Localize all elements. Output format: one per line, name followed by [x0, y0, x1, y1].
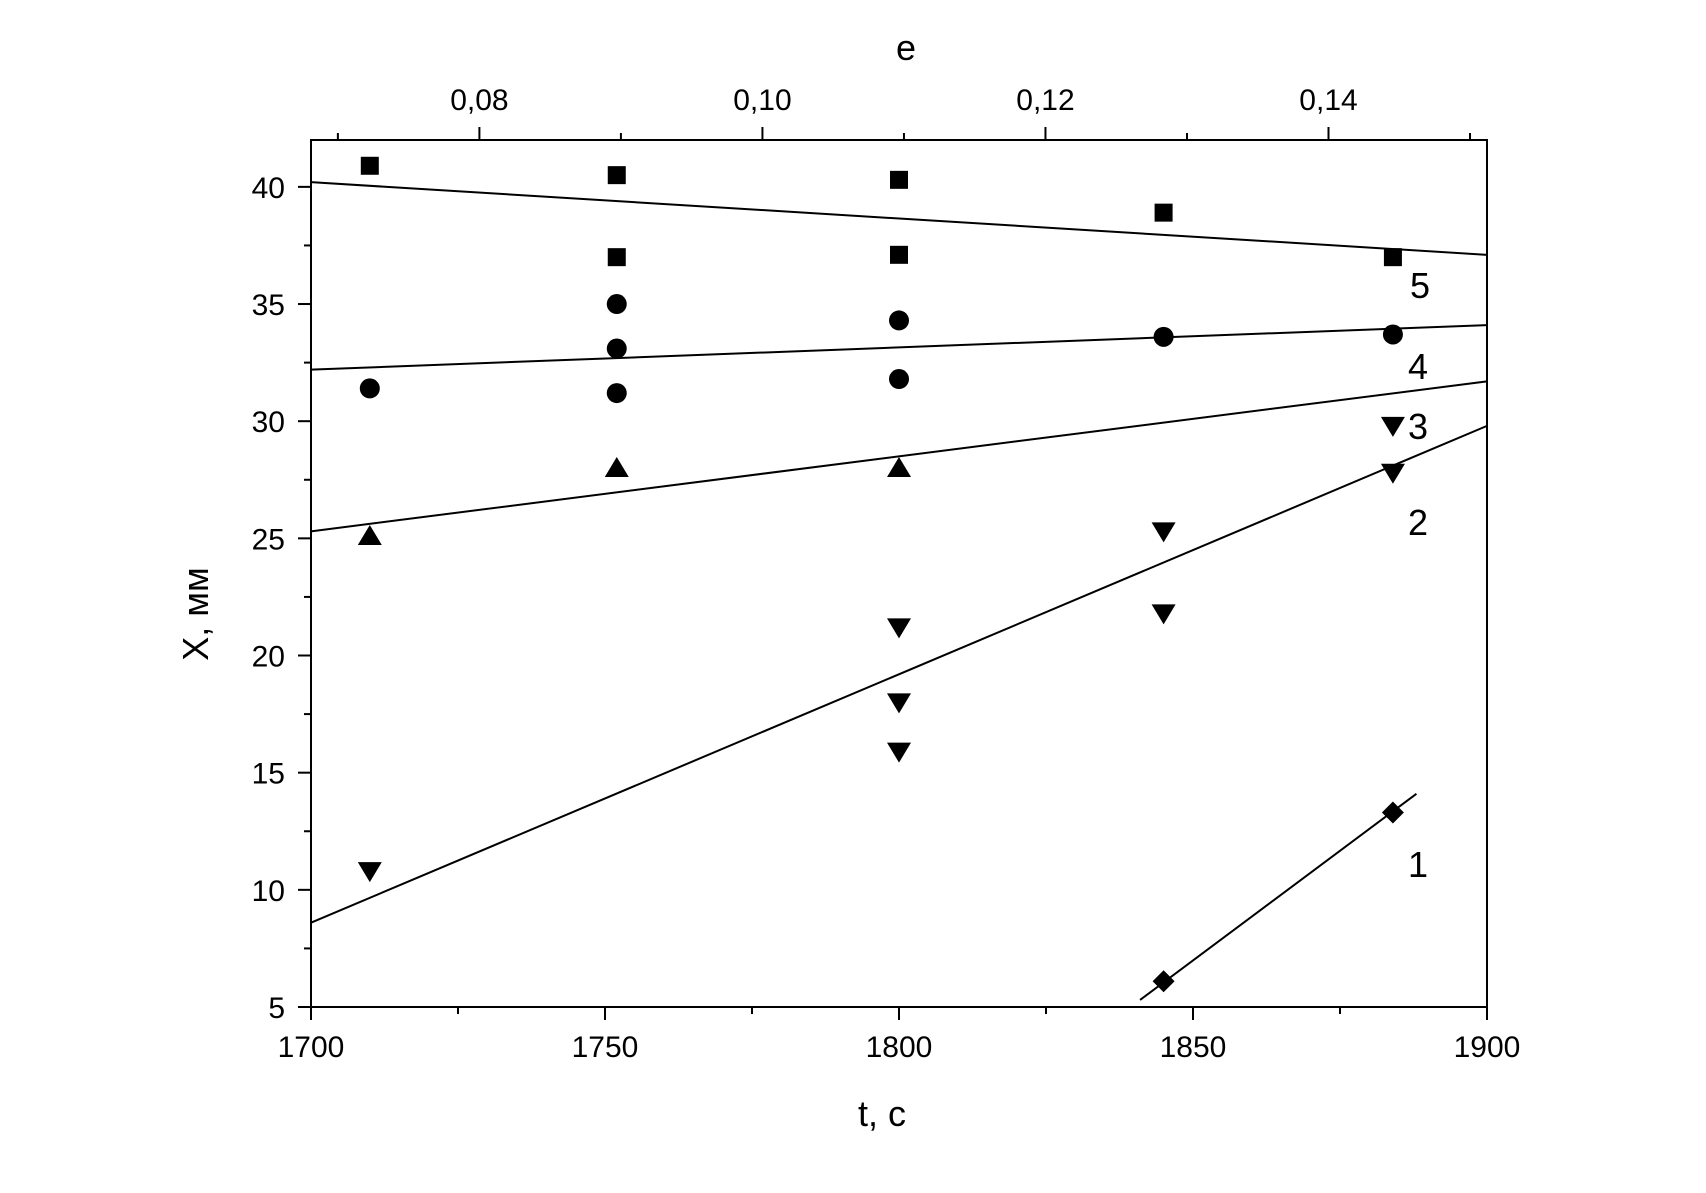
data-point-square — [360, 156, 379, 175]
data-point-triangle-up — [604, 457, 629, 478]
data-point-circle — [889, 310, 909, 331]
data-point-triangle-down — [887, 693, 911, 714]
data-point-triangle-down — [1380, 463, 1405, 484]
data-point-triangle-down — [357, 862, 382, 883]
data-point-diamond — [1381, 801, 1404, 824]
data-point-square — [1383, 248, 1402, 267]
data-point-triangle-down — [887, 742, 911, 763]
data-point-circle — [889, 369, 909, 390]
top-tick-label: 0,10 — [733, 84, 791, 117]
curve-labels: 5 4 3 2 1 — [1408, 265, 1430, 885]
curve-label-1: 1 — [1408, 844, 1428, 885]
data-point-circle — [1153, 326, 1174, 347]
data-point-triangle-up — [357, 525, 382, 546]
fit-line-4 — [310, 324, 1488, 371]
fit-line-1 — [1139, 792, 1418, 1001]
plot-border — [310, 139, 1488, 1008]
x-tick-label: 1700 — [278, 1031, 345, 1064]
curve-label-4: 4 — [1408, 346, 1428, 387]
data-points — [357, 156, 1405, 993]
data-point-triangle-up — [887, 457, 911, 478]
data-point-square — [607, 248, 626, 267]
data-point-triangle-down — [887, 618, 911, 639]
fit-line-2 — [310, 424, 1488, 924]
fit-lines — [310, 181, 1488, 1001]
top-axis-title: e — [896, 27, 916, 68]
fit-line-3 — [310, 380, 1488, 533]
curve-label-5: 5 — [1410, 265, 1430, 306]
data-point-triangle-down — [1151, 604, 1176, 625]
x-tick-label: 1900 — [1454, 1031, 1521, 1064]
y-tick-label: 30 — [252, 406, 285, 439]
y-tick-label: 40 — [252, 172, 285, 205]
data-point-square — [607, 166, 626, 185]
data-point-circle — [1382, 324, 1403, 345]
y-tick-label: 10 — [252, 875, 285, 908]
y-axis-title: X, мм — [175, 567, 216, 661]
top-tick-label: 0,14 — [1299, 84, 1357, 117]
data-point-circle — [606, 338, 627, 359]
axis-ticks — [298, 127, 1488, 1020]
curve-label-3: 3 — [1408, 406, 1428, 447]
data-point-square — [1154, 203, 1173, 222]
top-tick-label: 0,12 — [1016, 84, 1074, 117]
y-tick-label: 15 — [252, 758, 285, 791]
data-point-square — [890, 170, 908, 189]
fit-line-5 — [310, 181, 1488, 256]
y-tick-label: 20 — [252, 641, 285, 674]
plot-frame — [310, 139, 1488, 1008]
top-tick-label: 0,08 — [450, 84, 508, 117]
x-tick-label: 1850 — [1160, 1031, 1227, 1064]
data-point-circle — [606, 383, 627, 404]
data-point-circle — [606, 294, 627, 315]
x-tick-label: 1750 — [572, 1031, 639, 1064]
x-tick-label: 1800 — [866, 1031, 933, 1064]
data-point-diamond — [1152, 970, 1175, 993]
y-tick-label: 35 — [252, 289, 285, 322]
data-point-triangle-down — [1380, 416, 1405, 437]
data-point-square — [890, 245, 908, 264]
y-tick-label: 5 — [268, 992, 285, 1025]
x-axis-title: t, c — [858, 1093, 906, 1134]
y-tick-label: 25 — [252, 523, 285, 556]
data-point-triangle-down — [1151, 522, 1176, 543]
data-point-circle — [359, 378, 380, 399]
curve-label-2: 2 — [1408, 502, 1428, 543]
